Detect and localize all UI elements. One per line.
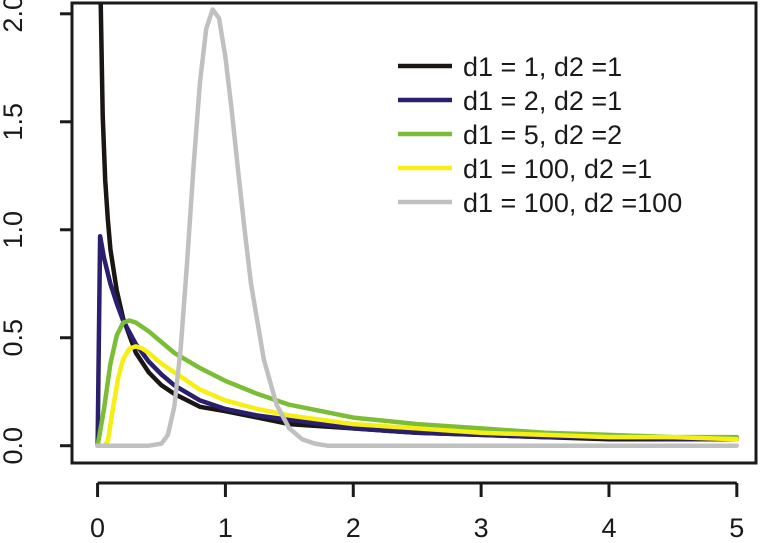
y-tick-label: 2.0 xyxy=(0,0,28,33)
y-tick-label: 1.5 xyxy=(0,103,28,141)
plot-frame xyxy=(70,1,758,465)
y-tick-label: 0.5 xyxy=(0,319,28,357)
y-tick-label: 1.0 xyxy=(0,211,28,249)
series-layer xyxy=(95,4,740,448)
series-line-2 xyxy=(95,233,740,448)
x-tick-label: 0 xyxy=(90,513,105,543)
series-line-5 xyxy=(95,7,740,448)
y-tick-label: 0.0 xyxy=(0,427,28,465)
y-axis: 0.0 0.5 1.0 1.5 2.0 xyxy=(0,0,72,464)
x-tick-label: 4 xyxy=(601,513,616,543)
x-tick-label: 3 xyxy=(474,513,489,543)
legend-label-5: d1 = 100, d2 =100 xyxy=(463,188,682,218)
x-tick-label: 1 xyxy=(218,513,233,543)
legend-label-4: d1 = 100, d2 =1 xyxy=(463,154,652,184)
x-tick-label: 2 xyxy=(346,513,361,543)
x-axis: 0 1 2 3 4 5 xyxy=(90,481,744,543)
series-line-3 xyxy=(95,318,740,448)
x-tick-label: 5 xyxy=(729,513,744,543)
legend-label-1: d1 = 1, d2 =1 xyxy=(463,52,622,82)
series-line-4 xyxy=(95,344,740,448)
legend-label-2: d1 = 2, d2 =1 xyxy=(463,86,622,116)
legend: d1 = 1, d2 =1 d1 = 2, d2 =1 d1 = 5, d2 =2 d… xyxy=(398,52,682,218)
legend-label-3: d1 = 5, d2 =2 xyxy=(463,120,622,150)
